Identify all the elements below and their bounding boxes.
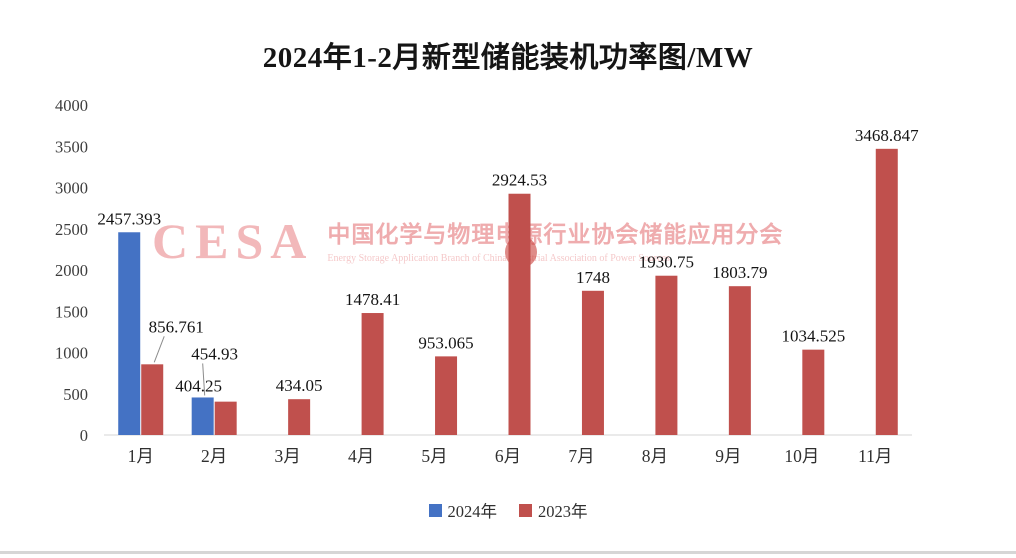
bar-2023年-9月 bbox=[728, 286, 751, 435]
bar-2023年-3月 bbox=[288, 399, 311, 435]
y-axis-label-3000: 3000 bbox=[55, 179, 88, 198]
data-label-2023年-8月: 1930.75 bbox=[639, 253, 694, 272]
bar-2023年-10月 bbox=[802, 349, 825, 435]
y-axis-label-500: 500 bbox=[63, 385, 88, 404]
legend-swatch-2024 bbox=[428, 503, 442, 517]
x-axis-label-10月: 10月 bbox=[784, 446, 819, 466]
chart-legend: 2024年 2023年 bbox=[0, 498, 1016, 522]
bar-2023年-6月 bbox=[508, 193, 531, 435]
y-axis-label-3500: 3500 bbox=[55, 137, 88, 156]
label-leader-line bbox=[202, 363, 206, 396]
data-label-2024年-1月: 2457.393 bbox=[97, 209, 161, 228]
y-axis-label-2000: 2000 bbox=[55, 261, 88, 280]
x-axis-label-4月: 4月 bbox=[348, 446, 374, 466]
bar-2023年-2月 bbox=[214, 401, 237, 435]
x-axis-label-6月: 6月 bbox=[495, 446, 521, 466]
y-axis-label-1000: 1000 bbox=[55, 344, 88, 363]
x-axis-label-3月: 3月 bbox=[275, 446, 301, 466]
y-axis-label-0: 0 bbox=[80, 426, 88, 445]
y-axis-label-2500: 2500 bbox=[55, 220, 88, 239]
x-axis-label-1月: 1月 bbox=[128, 446, 154, 466]
bar-2023年-11月 bbox=[875, 148, 898, 435]
data-label-2023年-10月: 1034.525 bbox=[781, 327, 845, 346]
x-axis-label-9月: 9月 bbox=[715, 446, 741, 466]
bar-2023年-1月 bbox=[141, 364, 164, 435]
data-label-2023年-7月: 1748 bbox=[576, 268, 610, 287]
y-axis-label-4000: 4000 bbox=[55, 96, 88, 115]
bar-2023年-7月 bbox=[581, 290, 604, 435]
data-label-2023年-3月: 434.05 bbox=[276, 376, 323, 395]
chart-title: 2024年1-2月新型储能装机功率图/MW bbox=[262, 42, 754, 74]
x-axis-label-7月: 7月 bbox=[568, 446, 594, 466]
legend-label-2024: 2024年 bbox=[447, 502, 498, 521]
bar-2023年-8月 bbox=[655, 275, 678, 435]
bar-2023年-4月 bbox=[361, 313, 384, 435]
x-axis-label-2月: 2月 bbox=[201, 446, 227, 466]
x-axis-label-8月: 8月 bbox=[642, 446, 668, 466]
y-axis-label-1500: 1500 bbox=[55, 302, 88, 321]
x-axis-label-5月: 5月 bbox=[421, 446, 447, 466]
legend-label-2023: 2023年 bbox=[538, 502, 588, 521]
legend-item-2023: 2023年 bbox=[519, 498, 588, 522]
label-leader-line bbox=[153, 336, 165, 363]
data-label-2023年-5月: 953.065 bbox=[418, 333, 473, 352]
data-label-2024年-2月: 454.93 bbox=[191, 344, 238, 363]
window-edge-divider bbox=[0, 551, 1016, 554]
data-label-2023年-6月: 2924.53 bbox=[492, 171, 547, 190]
bar-2024年-1月 bbox=[118, 232, 141, 435]
data-label-2023年-9月: 1803.79 bbox=[712, 263, 767, 282]
legend-swatch-2023 bbox=[519, 503, 532, 517]
data-label-2023年-11月: 3468.847 bbox=[855, 126, 919, 145]
x-axis-label-11月: 11月 bbox=[858, 446, 892, 466]
data-label-2023年-1月: 856.761 bbox=[149, 317, 204, 336]
data-label-2023年-2月: 404.25 bbox=[175, 377, 222, 396]
bar-2023年-5月 bbox=[435, 356, 458, 435]
data-label-2023年-4月: 1478.41 bbox=[345, 290, 400, 309]
legend-item-2024: 2024年 bbox=[428, 498, 498, 522]
bar-2024年-2月 bbox=[191, 397, 214, 435]
